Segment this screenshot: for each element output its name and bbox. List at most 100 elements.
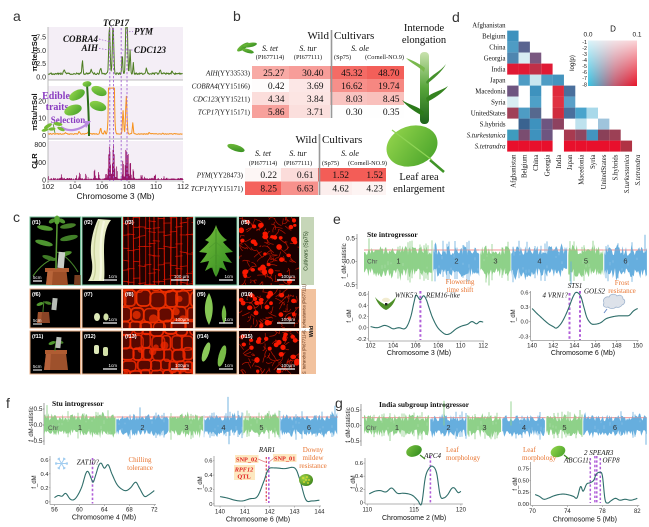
svg-text:(f4): (f4) <box>197 220 206 226</box>
svg-text:104: 104 <box>388 344 399 350</box>
svg-text:(PI677111): (PI677111) <box>294 54 322 61</box>
svg-text:(f13): (f13) <box>125 334 137 340</box>
svg-text:Chr: Chr <box>367 259 378 266</box>
svg-text:f_dM: f_dM <box>351 475 357 488</box>
svg-text:resistance: resistance <box>299 462 327 470</box>
svg-text:f_dM: f_dM <box>511 309 517 322</box>
svg-text:Edible: Edible <box>42 91 70 102</box>
svg-text:0.6: 0.6 <box>355 461 363 467</box>
svg-text:4: 4 <box>522 423 526 432</box>
svg-text:0.0: 0.0 <box>346 259 355 266</box>
svg-text:Chromosome 2 (Mb): Chromosome 2 (Mb) <box>382 515 446 522</box>
svg-text:2.5: 2.5 <box>36 61 46 68</box>
svg-text:1cm: 1cm <box>108 317 117 322</box>
svg-text:5cm: 5cm <box>33 275 42 280</box>
svg-text:1: 1 <box>78 423 82 432</box>
svg-text:142: 142 <box>265 510 276 516</box>
svg-text:Chr: Chr <box>366 425 377 432</box>
svg-text:0.4: 0.4 <box>355 474 364 480</box>
svg-text:Chromosome 3 (Mb): Chromosome 3 (Mb) <box>77 191 155 201</box>
svg-text:Leaf: Leaf <box>523 446 536 454</box>
svg-text:4.62: 4.62 <box>332 185 349 195</box>
svg-text:Chr: Chr <box>48 425 59 432</box>
svg-text:0.1: 0.1 <box>632 32 641 39</box>
svg-text:4: 4 <box>537 257 541 266</box>
svg-text:S. tet: S. tet <box>255 149 272 158</box>
svg-text:(f12): (f12) <box>84 334 96 340</box>
svg-text:Afghanistan: Afghanistan <box>472 23 506 30</box>
svg-text:0.4: 0.4 <box>204 473 213 479</box>
svg-text:Chromosome 4 (Mb): Chromosome 4 (Mb) <box>72 515 136 522</box>
svg-text:140: 140 <box>215 510 226 516</box>
svg-text:100µm: 100µm <box>281 274 295 279</box>
svg-text:time shift: time shift <box>447 286 474 294</box>
svg-text:19.74: 19.74 <box>378 82 400 92</box>
svg-text:2: 2 <box>140 423 144 432</box>
svg-text:-8: -8 <box>582 82 587 88</box>
svg-text:0.6: 0.6 <box>40 458 48 464</box>
svg-text:Wild: Wild <box>307 30 329 42</box>
svg-text:f_dM-statistic: f_dM-statistic <box>29 406 35 441</box>
svg-text:6.63: 6.63 <box>297 185 314 195</box>
svg-text:tolerance: tolerance <box>127 464 153 472</box>
svg-text:resistance: resistance <box>608 287 636 295</box>
svg-text:Afghanistan: Afghanistan <box>510 154 517 188</box>
svg-text:100 µm: 100 µm <box>174 274 189 279</box>
svg-text:6: 6 <box>623 257 627 266</box>
svg-text:(Sp75): (Sp75) <box>334 54 351 61</box>
svg-text:100µm: 100µm <box>175 317 189 322</box>
svg-text:Syria: Syria <box>590 155 597 169</box>
svg-text:400: 400 <box>34 160 46 167</box>
svg-text:S. tet: S. tet <box>262 44 279 53</box>
svg-text:Wild: Wild <box>295 134 317 146</box>
svg-text:Belgium: Belgium <box>522 154 529 178</box>
svg-text:70: 70 <box>529 509 536 515</box>
svg-text:morphology: morphology <box>522 454 557 462</box>
svg-text:REM16-like: REM16-like <box>425 292 460 300</box>
svg-text:SNP_02: SNP_02 <box>236 457 257 464</box>
svg-text:Japan: Japan <box>490 78 506 85</box>
svg-text:6: 6 <box>307 423 311 432</box>
svg-text:0: 0 <box>209 502 212 508</box>
svg-text:a: a <box>13 8 21 24</box>
svg-text:102: 102 <box>42 182 55 191</box>
svg-text:c: c <box>13 209 20 225</box>
svg-text:0.22: 0.22 <box>260 171 277 181</box>
svg-text:0.61: 0.61 <box>297 171 314 181</box>
svg-text:S.tetrandra: S.tetrandra <box>635 154 642 185</box>
svg-text:0.6: 0.6 <box>358 292 366 298</box>
svg-text:mildew: mildew <box>303 454 325 462</box>
svg-text:146: 146 <box>590 344 601 350</box>
svg-text:Belgium: Belgium <box>482 34 506 41</box>
svg-text:India: India <box>492 67 506 74</box>
svg-text:4.23: 4.23 <box>366 185 383 195</box>
svg-text:Cultivars: Cultivars <box>322 134 362 146</box>
svg-text:πSte/πSol: πSte/πSol <box>30 35 39 72</box>
svg-text:f: f <box>6 395 10 411</box>
svg-text:f_dM: f_dM <box>198 476 204 489</box>
svg-text:1cm: 1cm <box>224 317 233 322</box>
svg-text:0.75: 0.75 <box>518 467 529 473</box>
svg-text:f_dM-statistic: f_dM-statistic <box>346 407 352 442</box>
svg-text:102: 102 <box>366 344 377 350</box>
svg-text:0: 0 <box>45 500 48 506</box>
svg-text:-5: -5 <box>582 64 587 70</box>
svg-text:S.turkestanica: S.turkestanica <box>467 133 506 140</box>
svg-text:(f3): (f3) <box>125 220 134 226</box>
svg-text:110: 110 <box>456 344 466 350</box>
svg-text:(PI677111): (PI677111) <box>284 160 312 167</box>
svg-text:0.5: 0.5 <box>346 236 355 243</box>
svg-text:e: e <box>333 211 341 227</box>
svg-text:0.6: 0.6 <box>520 290 528 296</box>
svg-text:Chromosome 6 (Mb): Chromosome 6 (Mb) <box>551 350 615 357</box>
svg-text:3: 3 <box>482 423 486 432</box>
svg-text:Chromosome 6 (Mb): Chromosome 6 (Mb) <box>226 517 290 524</box>
svg-text:(f11): (f11) <box>32 334 43 340</box>
svg-text:Downy: Downy <box>303 446 324 454</box>
svg-text:110: 110 <box>363 508 373 514</box>
svg-text:India: India <box>556 155 563 169</box>
svg-text:f_dM: f_dM <box>347 309 353 322</box>
svg-text:CDC123: CDC123 <box>134 45 167 55</box>
svg-text:0.35: 0.35 <box>383 108 400 118</box>
svg-text:(f7): (f7) <box>84 292 93 298</box>
